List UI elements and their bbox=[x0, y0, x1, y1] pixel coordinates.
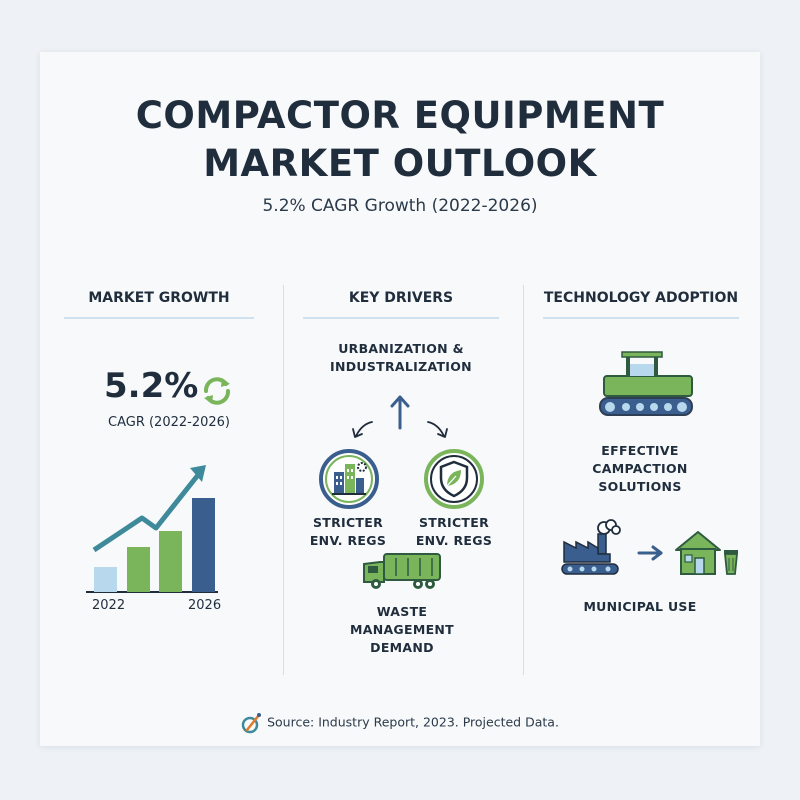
title-line-1: COMPACTOR EQUIPMENT bbox=[135, 94, 665, 137]
driver-arrows-icon bbox=[352, 395, 448, 438]
driver-regs-right: STRICTER ENV. REGS bbox=[406, 514, 502, 550]
driver-waste: WASTE MANAGEMENT DEMAND bbox=[340, 603, 464, 657]
compactor-roller-icon bbox=[599, 351, 693, 416]
year-end: 2026 bbox=[188, 598, 222, 613]
driver-regs-left-line2: ENV. REGS bbox=[309, 533, 387, 548]
industrial-city-icon bbox=[319, 449, 379, 509]
arrow-right-icon bbox=[637, 545, 663, 561]
subtitle: 5.2% CAGR Growth (2022-2026) bbox=[262, 196, 538, 216]
source-footer: Source: Industry Report, 2023. Projected… bbox=[0, 712, 800, 734]
source-icon bbox=[241, 713, 262, 734]
driver-waste-line3: DEMAND bbox=[370, 640, 434, 655]
column-divider bbox=[523, 285, 524, 675]
driver-waste-line2: MANAGEMENT bbox=[349, 622, 454, 637]
technology-heading: TECHNOLOGY ADOPTION bbox=[543, 290, 739, 306]
cagr-value: 5.2% bbox=[104, 366, 199, 406]
title-line-2: MARKET OUTLOOK bbox=[203, 142, 597, 185]
effective-line2: CAMPACTION bbox=[592, 461, 688, 476]
growth-bar-chart-icon bbox=[86, 465, 218, 593]
cagr-label: CAGR (2022-2026) bbox=[108, 415, 230, 430]
driver-urbanization-line1: URBANIZATION & bbox=[338, 341, 464, 356]
heading-rule bbox=[543, 317, 739, 319]
garbage-truck-icon bbox=[363, 553, 441, 589]
house-bin-icon bbox=[675, 531, 738, 575]
source-text: Source: Industry Report, 2023. Projected… bbox=[267, 714, 559, 730]
driver-regs-left-line1: STRICTER bbox=[312, 515, 384, 530]
municipal-use-label: MUNICIPAL USE bbox=[583, 599, 697, 614]
driver-regs-right-line2: ENV. REGS bbox=[415, 533, 493, 548]
shield-leaf-icon bbox=[424, 449, 484, 509]
column-divider bbox=[283, 285, 284, 675]
driver-waste-line1: WASTE bbox=[376, 604, 428, 619]
effective-line1: EFFECTIVE bbox=[601, 443, 679, 458]
heading-rule bbox=[303, 317, 499, 319]
effective-line3: SOLUTIONS bbox=[598, 479, 682, 494]
driver-urbanization-line2: INDUSTRALIZATION bbox=[330, 359, 472, 374]
effective-compaction-label: EFFECTIVE CAMPACTION SOLUTIONS bbox=[560, 442, 720, 496]
heading-rule bbox=[64, 317, 254, 319]
year-start: 2022 bbox=[92, 598, 126, 613]
driver-urbanization: URBANIZATION & INDUSTRALIZATION bbox=[303, 340, 499, 376]
key-drivers-heading: KEY DRIVERS bbox=[348, 290, 454, 306]
page-title: COMPACTOR EQUIPMENT MARKET OUTLOOK bbox=[0, 92, 800, 188]
factory-icon bbox=[561, 519, 621, 575]
driver-regs-left: STRICTER ENV. REGS bbox=[300, 514, 396, 550]
driver-regs-right-line1: STRICTER bbox=[418, 515, 490, 530]
cycle-icon bbox=[204, 377, 230, 405]
market-growth-heading: MARKET GROWTH bbox=[88, 290, 230, 306]
